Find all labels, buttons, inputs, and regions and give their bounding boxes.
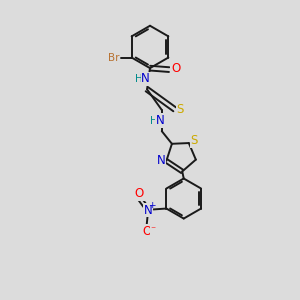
Text: O: O (135, 187, 144, 200)
Text: H: H (150, 116, 158, 126)
Text: O: O (171, 61, 180, 75)
Text: S: S (190, 134, 198, 147)
Text: Br: Br (108, 52, 120, 62)
Text: N: N (144, 203, 152, 217)
Text: N: N (156, 114, 165, 127)
Text: S: S (176, 103, 184, 116)
Text: +: + (148, 201, 156, 210)
Text: H: H (135, 74, 143, 84)
Text: O: O (142, 225, 152, 238)
Text: N: N (141, 72, 150, 85)
Text: N: N (157, 154, 165, 167)
Text: ⁻: ⁻ (151, 225, 156, 235)
